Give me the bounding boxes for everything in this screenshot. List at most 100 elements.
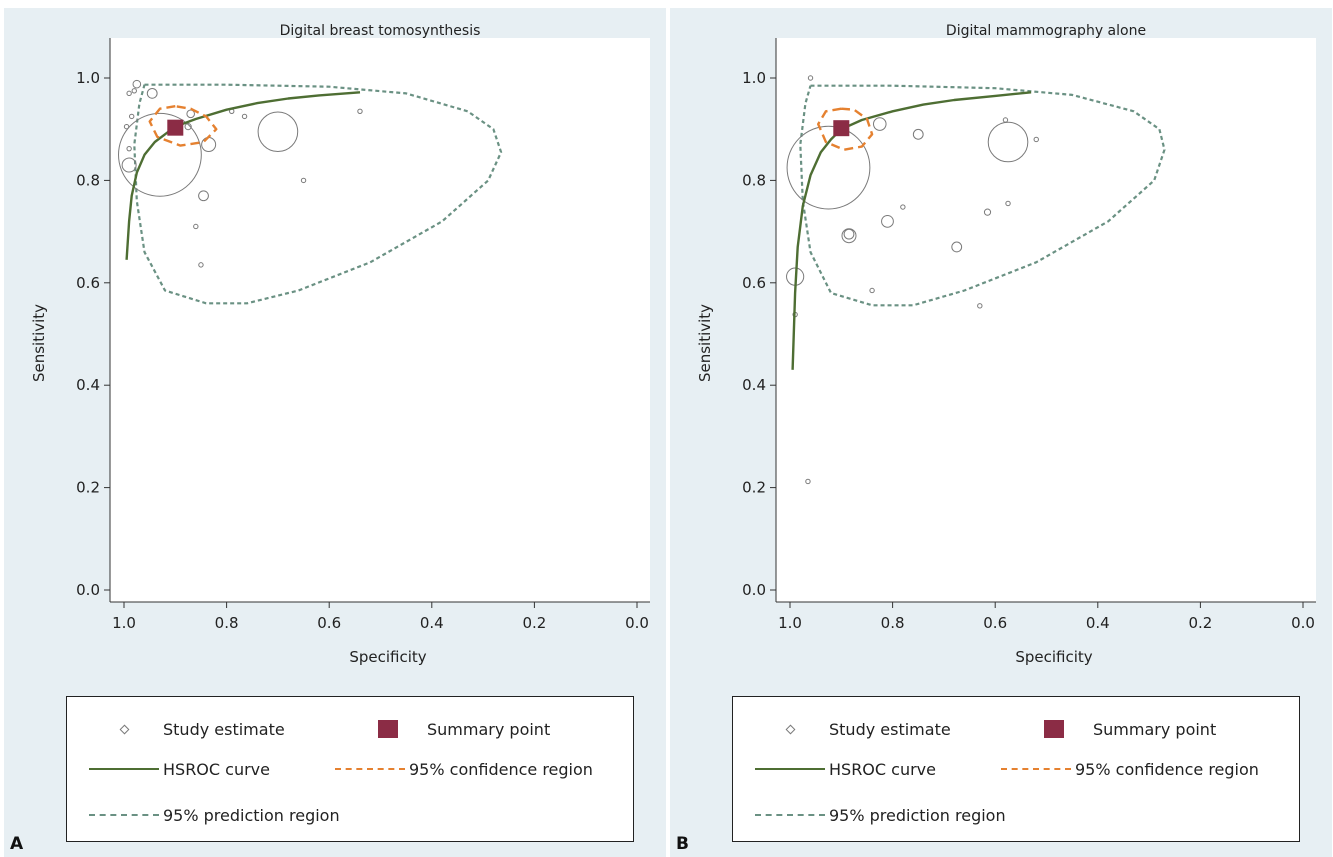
study-estimate xyxy=(300,177,307,184)
legend-summary-item: Summary point xyxy=(349,717,550,741)
study-estimate xyxy=(977,303,983,309)
hsroc-curve-symbol xyxy=(755,768,825,770)
prediction-region xyxy=(799,84,1166,307)
study-estimate xyxy=(123,123,130,130)
chart-b: Digital mammography alone 1.0 0.8 0.6 0.4 0.2… xyxy=(696,23,1316,666)
legend-study-label: Study estimate xyxy=(829,719,951,739)
confidence-region-symbol xyxy=(335,768,405,770)
study-estimate xyxy=(1002,117,1009,123)
y-tick-label: 0.6 xyxy=(742,274,766,292)
legend-summary-item: Summary point xyxy=(1015,717,1216,741)
chart-a: Digital breast tomosynthesis 1.0 0.8 0.6 0.4… xyxy=(30,23,650,666)
x-axis-label: Specificity xyxy=(1015,648,1092,666)
legend-prediction-label: 95% prediction region xyxy=(163,805,340,825)
study-estimate-symbol xyxy=(119,724,129,734)
confidence-region xyxy=(148,105,218,147)
legend-summary-label: Summary point xyxy=(1093,719,1217,739)
plot-area xyxy=(776,38,1316,602)
study-estimate xyxy=(118,112,202,197)
panel-letter-a: A xyxy=(10,834,24,854)
summary-point-symbol xyxy=(1044,720,1064,738)
chart-title: Digital mammography alone xyxy=(946,23,1146,39)
panel-letter-b: B xyxy=(676,834,689,854)
legend-summary-label: Summary point xyxy=(427,719,551,739)
study-estimate xyxy=(241,113,248,120)
study-estimate xyxy=(1005,200,1011,207)
x-tick-label: 0.8 xyxy=(215,614,239,632)
confidence-region-symbol xyxy=(1001,768,1071,770)
x-tick-label: 0.6 xyxy=(317,614,341,632)
study-estimate xyxy=(146,87,158,99)
study-estimate xyxy=(184,123,192,131)
x-axis-label: Specificity xyxy=(349,648,426,666)
prediction-region-symbol xyxy=(89,814,159,816)
study-estimate xyxy=(872,117,887,131)
study-estimate xyxy=(198,190,209,202)
y-tick-label: 0.6 xyxy=(76,274,100,292)
y-tick-label: 0.8 xyxy=(742,171,766,189)
y-axis-label: Sensitivity xyxy=(30,304,48,382)
legend-prediction-label: 95% prediction region xyxy=(829,805,1006,825)
x-tick-label: 0.4 xyxy=(420,614,444,632)
legend-hsroc-label: HSROC curve xyxy=(163,759,270,779)
study-estimate xyxy=(843,228,855,240)
study-estimate xyxy=(257,111,299,153)
legend-study-label: Study estimate xyxy=(163,719,285,739)
legend-b: Study estimate Summary point HSROC curve… xyxy=(732,696,1300,842)
legend-a: Study estimate Summary point HSROC curve… xyxy=(66,696,634,842)
summary-point xyxy=(833,120,850,137)
study-estimate xyxy=(983,208,992,216)
x-tick-label: 0.4 xyxy=(1086,614,1110,632)
legend-confidence-label: 95% confidence region xyxy=(409,759,593,779)
legend-prediction-item: 95% prediction region xyxy=(751,803,1006,827)
x-tick-label: 0.2 xyxy=(1188,614,1212,632)
y-tick-label: 1.0 xyxy=(76,69,100,87)
legend-confidence-item: 95% confidence region xyxy=(997,757,1259,781)
chart-title: Digital breast tomosynthesis xyxy=(280,23,481,39)
study-estimate xyxy=(131,88,137,94)
panel-a: Digital breast tomosynthesis 1.0 0.8 0.6 0.4… xyxy=(4,8,666,857)
y-tick-label: 0.2 xyxy=(76,479,100,497)
x-tick-label: 0.6 xyxy=(983,614,1007,632)
x-tick-label: 1.0 xyxy=(778,614,802,632)
study-estimate xyxy=(807,75,814,81)
prediction-region xyxy=(133,83,503,305)
legend-hsroc-label: HSROC curve xyxy=(829,759,936,779)
study-estimate xyxy=(881,214,894,228)
study-estimate xyxy=(951,241,963,253)
study-estimate xyxy=(357,108,363,114)
study-estimate xyxy=(1033,136,1039,143)
y-tick-label: 0.4 xyxy=(76,376,100,394)
x-tick-label: 0.0 xyxy=(625,614,649,632)
legend-study-item: Study estimate xyxy=(751,717,951,741)
legend-confidence-label: 95% confidence region xyxy=(1075,759,1259,779)
panel-b: Digital mammography alone 1.0 0.8 0.6 0.4 0.2… xyxy=(670,8,1332,857)
y-tick-label: 0.0 xyxy=(76,581,100,599)
hsroc-curve-symbol xyxy=(89,768,159,770)
x-tick-label: 0.2 xyxy=(522,614,546,632)
legend-hsroc-item: HSROC curve xyxy=(751,757,936,781)
study-estimate xyxy=(841,228,857,244)
summary-point-symbol xyxy=(378,720,398,738)
study-estimate xyxy=(198,262,204,268)
prediction-region-symbol xyxy=(755,814,825,816)
study-estimate xyxy=(869,287,875,294)
study-estimate xyxy=(987,121,1029,163)
study-estimate xyxy=(121,157,137,173)
y-tick-label: 0.8 xyxy=(76,171,100,189)
y-tick-label: 0.4 xyxy=(742,376,766,394)
study-estimate xyxy=(186,109,195,119)
study-estimate xyxy=(912,128,924,140)
x-tick-label: 1.0 xyxy=(112,614,136,632)
legend-confidence-item: 95% confidence region xyxy=(331,757,593,781)
legend-hsroc-item: HSROC curve xyxy=(85,757,270,781)
confidence-region xyxy=(816,107,874,151)
plot-area xyxy=(110,38,650,602)
study-estimate-symbol xyxy=(785,724,795,734)
y-tick-label: 0.2 xyxy=(742,479,766,497)
study-estimate xyxy=(128,113,135,120)
study-estimate xyxy=(132,79,142,89)
legend-study-item: Study estimate xyxy=(85,717,285,741)
y-axis-label: Sensitivity xyxy=(696,304,714,382)
study-estimate xyxy=(786,125,871,210)
